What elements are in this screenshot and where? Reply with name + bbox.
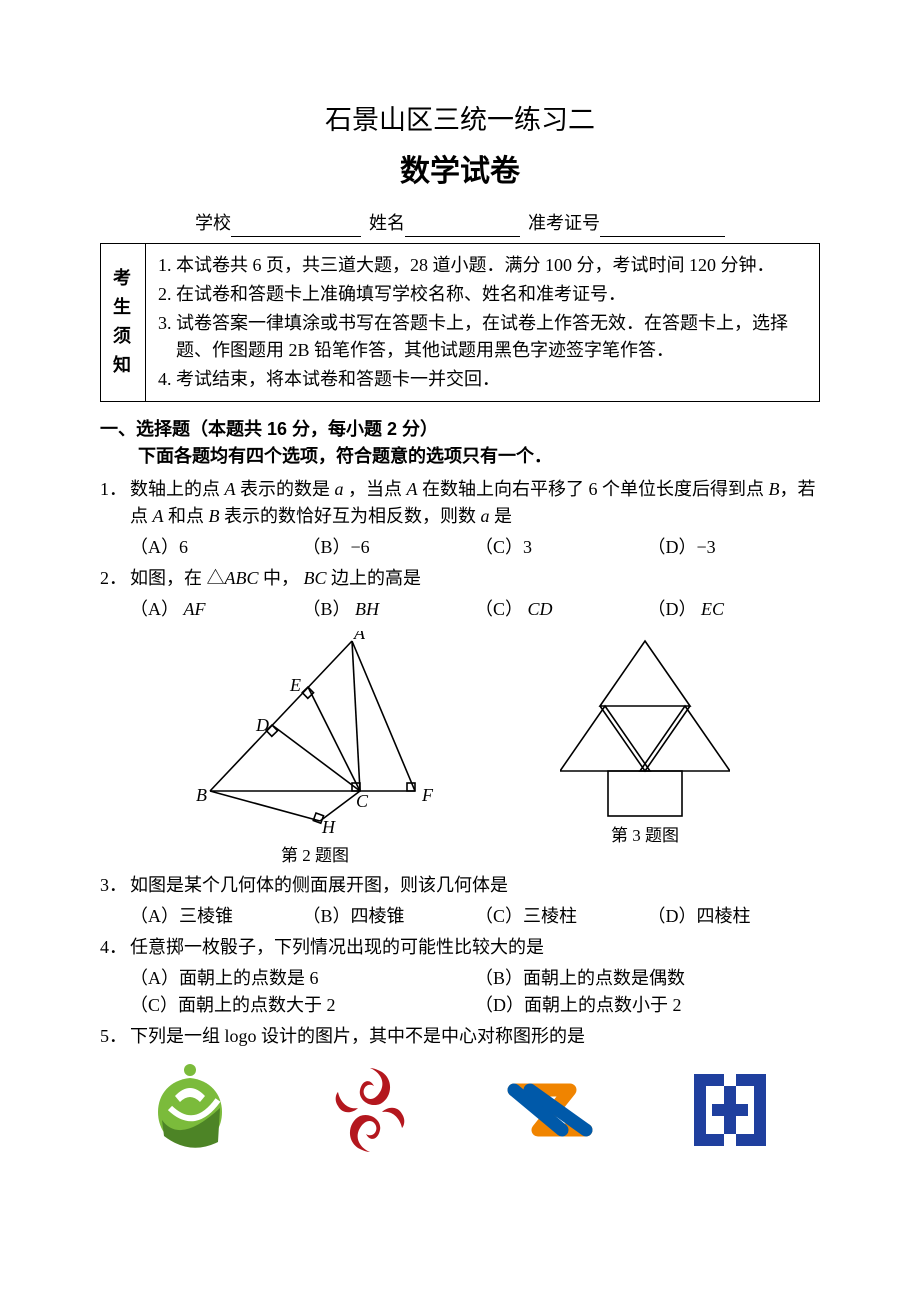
q3-options: （A）三棱锥 （B）四棱锥 （C）三棱柱 （D）四棱柱 — [130, 903, 820, 930]
svg-text:D: D — [255, 715, 269, 735]
question-4: 4． 任意掷一枚骰子，下列情况出现的可能性比较大的是 — [100, 934, 820, 961]
q4-optD: （D）面朝上的点数小于 2 — [475, 992, 820, 1019]
q2-options: （A） AF （B） BH （C） CD （D） EC — [130, 596, 820, 623]
q4-optB: （B）面朝上的点数是偶数 — [475, 965, 820, 992]
svg-text:H: H — [321, 817, 336, 837]
q4-body: 任意掷一枚骰子，下列情况出现的可能性比较大的是 — [130, 934, 820, 961]
q1-options: （A）6 （B）−6 （C）3 （D）−3 — [130, 534, 820, 561]
notice-3: 试卷答案一律填涂或书写在答题卡上，在试卷上作答无效．在答题卡上，选择题、作图题用… — [176, 310, 809, 364]
q4-options: （A）面朝上的点数是 6 （B）面朝上的点数是偶数 （C）面朝上的点数大于 2 … — [130, 965, 820, 1019]
student-info-line: 学校 姓名 准考证号 — [100, 210, 820, 237]
q1-optB: （B）−6 — [303, 534, 476, 561]
svg-text:C: C — [356, 791, 369, 811]
notice-chars: 考生须知 — [111, 264, 135, 379]
q2-optD: （D） EC — [648, 596, 821, 623]
figures-row: A B C DE F H 第 2 题图 第 3 题图 — [100, 631, 820, 869]
logo-d — [680, 1060, 780, 1160]
q2-optC: （C） CD — [475, 596, 648, 623]
logo-b — [320, 1060, 420, 1160]
question-1: 1． 数轴上的点 A 表示的数是 a ，当点 A 在数轴上向右平移了 6 个单位… — [100, 476, 820, 530]
notice-1: 本试卷共 6 页，共三道大题，28 道小题．满分 100 分，考试时间 120 … — [176, 252, 809, 279]
title-line2: 数学试卷 — [100, 149, 820, 194]
q3-optA: （A）三棱锥 — [130, 903, 303, 930]
q3-number: 3． — [100, 872, 130, 899]
q5-body: 下列是一组 logo 设计的图片，其中不是中心对称图形的是 — [130, 1023, 820, 1050]
school-blank — [231, 216, 361, 237]
q3-optB: （B）四棱锥 — [303, 903, 476, 930]
logo-c — [500, 1060, 600, 1160]
q4-number: 4． — [100, 934, 130, 961]
q3-optC: （C）三棱柱 — [475, 903, 648, 930]
q4-optA: （A）面朝上的点数是 6 — [130, 965, 475, 992]
question-5: 5． 下列是一组 logo 设计的图片，其中不是中心对称图形的是 — [100, 1023, 820, 1050]
section1-sub: 下面各题均有四个选项，符合题意的选项只有一个． — [138, 443, 820, 470]
notice-4: 考试结束，将本试卷和答题卡一并交回． — [176, 366, 809, 393]
fig2-caption: 第 2 题图 — [281, 843, 349, 869]
id-label: 准考证号 — [528, 210, 600, 237]
exam-page: 石景山区三统一练习二 数学试卷 学校 姓名 准考证号 考生须知 本试卷共 6 页… — [0, 0, 920, 1300]
q1-number: 1． — [100, 476, 130, 530]
question-2: 2． 如图，在 △ABC 中， BC 边上的高是 — [100, 565, 820, 592]
q1-optC: （C）3 — [475, 534, 648, 561]
fig3-caption: 第 3 题图 — [611, 823, 679, 849]
notice-table: 考生须知 本试卷共 6 页，共三道大题，28 道小题．满分 100 分，考试时间… — [100, 243, 820, 402]
q1-body: 数轴上的点 A 表示的数是 a ，当点 A 在数轴上向右平移了 6 个单位长度后… — [130, 476, 820, 530]
notice-left-cell: 考生须知 — [101, 243, 146, 401]
q2-optB: （B） BH — [303, 596, 476, 623]
q2-number: 2． — [100, 565, 130, 592]
name-blank — [405, 216, 520, 237]
logo-a — [140, 1060, 240, 1160]
q5-logos — [100, 1060, 820, 1160]
q1-optA: （A）6 — [130, 534, 303, 561]
figure-2: A B C DE F H 第 2 题图 — [190, 631, 440, 869]
figure-3: 第 3 题图 — [560, 631, 730, 869]
q3-body: 如图是某个几何体的侧面展开图，则该几何体是 — [130, 872, 820, 899]
q2-body: 如图，在 △ABC 中， BC 边上的高是 — [130, 565, 820, 592]
svg-text:F: F — [421, 785, 434, 805]
name-label: 姓名 — [369, 210, 405, 237]
q3-optD: （D）四棱柱 — [648, 903, 821, 930]
svg-text:E: E — [289, 675, 301, 695]
q3-diagram — [560, 631, 730, 821]
title-line1: 石景山区三统一练习二 — [100, 100, 820, 141]
id-blank — [600, 216, 725, 237]
q5-number: 5． — [100, 1023, 130, 1050]
section1-heading: 一、选择题（本题共 16 分，每小题 2 分） — [100, 416, 820, 443]
q2-optA: （A） AF — [130, 596, 303, 623]
q4-optC: （C）面朝上的点数大于 2 — [130, 992, 475, 1019]
school-label: 学校 — [195, 210, 231, 237]
question-3: 3． 如图是某个几何体的侧面展开图，则该几何体是 — [100, 872, 820, 899]
svg-text:A: A — [353, 631, 366, 643]
notice-body-cell: 本试卷共 6 页，共三道大题，28 道小题．满分 100 分，考试时间 120 … — [146, 243, 820, 401]
q2-diagram: A B C DE F H — [190, 631, 440, 841]
notice-2: 在试卷和答题卡上准确填写学校名称、姓名和准考证号． — [176, 281, 809, 308]
q1-optD: （D）−3 — [648, 534, 821, 561]
svg-text:B: B — [196, 785, 207, 805]
